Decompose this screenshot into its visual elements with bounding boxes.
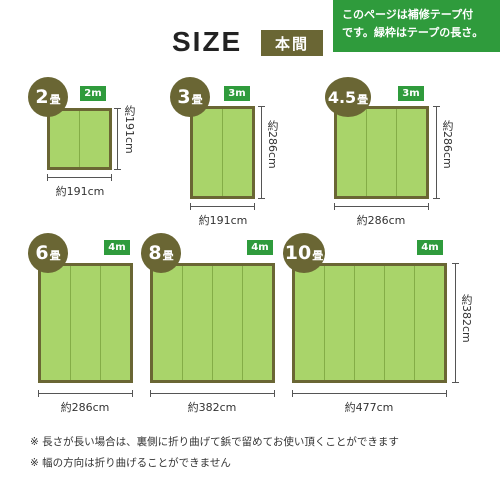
size-circle-10jo: 10 畳: [283, 233, 325, 273]
height-label: 約191cm: [123, 105, 136, 154]
mat-panel: [80, 111, 109, 167]
height-dimension-line: [114, 108, 121, 170]
size-type-badge: 本間: [261, 30, 323, 56]
height-dimension-line: [258, 106, 265, 199]
width-dimension-line: [38, 390, 133, 397]
mat-panel: [41, 266, 71, 380]
mat-8jo: [150, 263, 275, 383]
mat-panel: [325, 266, 355, 380]
mat-panel: [153, 266, 183, 380]
size-number: 4.5: [327, 87, 357, 107]
width-dimension-line: [190, 203, 255, 210]
mat-panel: [223, 109, 252, 196]
height-label: 約286cm: [441, 120, 454, 169]
note-folding-width: ※ 幅の方向は折り曲げることができません: [30, 457, 231, 469]
mat-panel: [193, 109, 223, 196]
height-label: 約286cm: [266, 120, 279, 169]
mat-panel: [183, 266, 213, 380]
size-circle-4-5jo: 4.5 畳: [325, 77, 371, 117]
mat-3jo: [190, 106, 255, 199]
tape-length-badge: 4m: [247, 240, 273, 255]
mat-panel: [71, 266, 101, 380]
mat-panel: [397, 109, 426, 196]
mat-panel: [415, 266, 444, 380]
height-dimension-line: [433, 106, 440, 199]
tape-length-badge: 3m: [224, 86, 250, 101]
mat-panel: [101, 266, 130, 380]
mat-panel: [385, 266, 415, 380]
notice-line-1: このページは補修テープ付: [342, 8, 474, 21]
tape-length-badge: 4m: [104, 240, 130, 255]
size-unit: 畳: [162, 249, 174, 262]
width-label: 約286cm: [60, 401, 110, 414]
mat-panel: [213, 266, 243, 380]
mat-2jo: [47, 108, 112, 170]
size-unit: 畳: [191, 93, 203, 106]
tape-length-badge: 4m: [417, 240, 443, 255]
mat-panel: [50, 111, 80, 167]
size-number: 2: [35, 86, 49, 108]
mat-panel: [295, 266, 325, 380]
note-folding-length: ※ 長さが長い場合は、裏側に折り曲げて鋲で留めてお使い頂くことができます: [30, 436, 399, 448]
width-dimension-line: [334, 203, 429, 210]
width-label: 約191cm: [55, 185, 105, 198]
width-label: 約191cm: [198, 214, 248, 227]
width-dimension-line: [47, 174, 112, 181]
width-label: 約477cm: [344, 401, 394, 414]
mat-10jo: [292, 263, 447, 383]
size-number: 3: [177, 86, 191, 108]
width-dimension-line: [150, 390, 275, 397]
width-label: 約286cm: [356, 214, 406, 227]
size-unit: 畳: [312, 249, 324, 262]
height-label: 約382cm: [460, 294, 473, 343]
size-unit: 畳: [49, 249, 61, 262]
size-unit: 畳: [357, 93, 369, 106]
tape-length-badge: 2m: [80, 86, 106, 101]
mat-panel: [337, 109, 367, 196]
mat-6jo: [38, 263, 133, 383]
size-number: 8: [148, 242, 162, 264]
notice-line-2: です。緑枠はテープの長さ。: [342, 26, 484, 39]
width-dimension-line: [292, 390, 447, 397]
notice-box: このページは補修テープ付 です。緑枠はテープの長さ。: [333, 0, 500, 52]
mat-panel: [243, 266, 272, 380]
size-unit: 畳: [49, 93, 61, 106]
page-title: SIZE: [172, 26, 243, 57]
height-dimension-line: [452, 263, 459, 383]
size-number: 10: [284, 242, 312, 264]
tape-length-badge: 3m: [398, 86, 424, 101]
width-label: 約382cm: [187, 401, 237, 414]
mat-panel: [367, 109, 397, 196]
mat-panel: [355, 266, 385, 380]
size-number: 6: [35, 242, 49, 264]
mat-4-5jo: [334, 106, 429, 199]
